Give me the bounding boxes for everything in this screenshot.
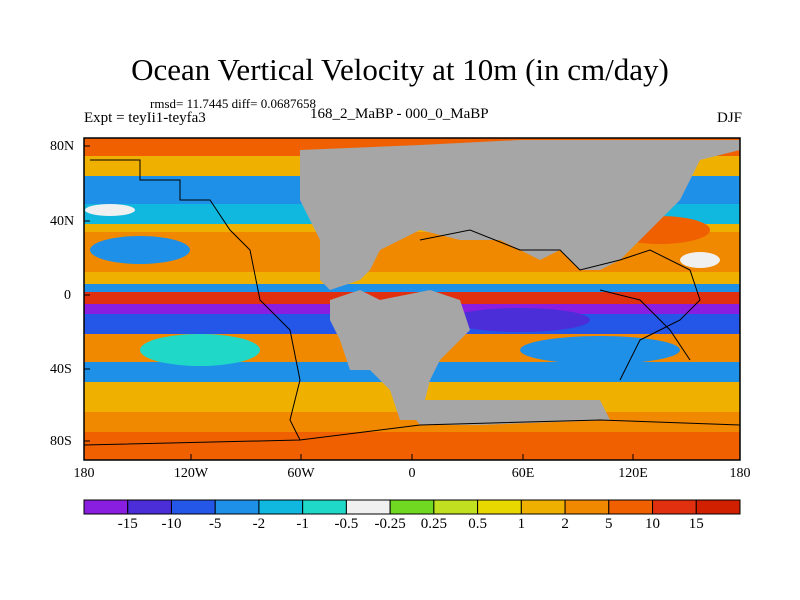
lon-tick-120e: 120E — [618, 466, 648, 481]
colorbar-box — [345, 499, 391, 515]
lon-tick-180e: 180 — [729, 466, 751, 481]
colorbar-box — [433, 499, 479, 515]
colorbar-label: 0.5 — [468, 516, 487, 532]
lon-tick-60w: 60W — [287, 466, 315, 481]
experiment-label: Expt = teyIi1-teyfa3 — [84, 110, 206, 126]
colorbar-box — [127, 499, 172, 515]
colorbar-label: -10 — [161, 516, 182, 532]
colorbar-label: -0.25 — [374, 516, 406, 532]
colorbar-box — [214, 499, 260, 515]
colorbar-box — [564, 499, 610, 515]
lat-tick-40s: 40S — [50, 362, 72, 377]
colorbar-box — [83, 499, 129, 515]
lon-tick-180w: 180 — [73, 466, 95, 481]
lon-tick-120w: 120W — [173, 466, 209, 481]
colorbar-box — [258, 499, 304, 515]
colorbar-box — [389, 499, 435, 515]
season-label: DJF — [716, 110, 742, 126]
lat-tick-0: 0 — [64, 288, 71, 303]
map-title: Ocean Vertical Velocity at 10m (in cm/da… — [131, 52, 669, 87]
colorbar-box — [652, 499, 697, 515]
map-field — [84, 138, 740, 460]
colorbar-label: 2 — [561, 516, 569, 532]
colorbar-label: 1 — [517, 516, 526, 532]
lon-tick-60e: 60E — [511, 466, 535, 481]
colorbar-label: 15 — [688, 516, 704, 532]
colorbar-box — [695, 499, 741, 515]
axis-ticks — [84, 145, 634, 460]
lat-tick-80n: 80N — [50, 139, 75, 154]
colorbar-box — [520, 499, 566, 515]
land-north — [300, 140, 740, 290]
colorbar-label: 10 — [645, 516, 661, 532]
land-antarctic — [400, 400, 610, 425]
colorbar-label: -0.5 — [334, 516, 359, 532]
colorbar-label: -5 — [208, 516, 222, 532]
colorbar — [83, 499, 741, 515]
colorbar-label: -1 — [296, 516, 309, 532]
colorbar-box — [302, 499, 347, 515]
colorbar-box — [170, 499, 216, 515]
colorbar-box — [477, 499, 522, 515]
stats-label: rmsd= 11.7445 diff= 0.0687658 — [150, 96, 316, 111]
period-label: 168_2_MaBP - 000_0_MaBP — [310, 106, 489, 122]
colorbar-label: -15 — [117, 516, 138, 532]
colorbar-label: 0.25 — [420, 516, 447, 532]
lat-tick-80s: 80S — [50, 434, 72, 449]
lon-tick-0: 0 — [408, 466, 416, 481]
colorbar-box — [608, 499, 654, 515]
lat-tick-40n: 40N — [50, 214, 75, 229]
colorbar-label: -2 — [252, 516, 266, 532]
colorbar-label: 5 — [605, 516, 613, 532]
land-south — [330, 290, 470, 420]
